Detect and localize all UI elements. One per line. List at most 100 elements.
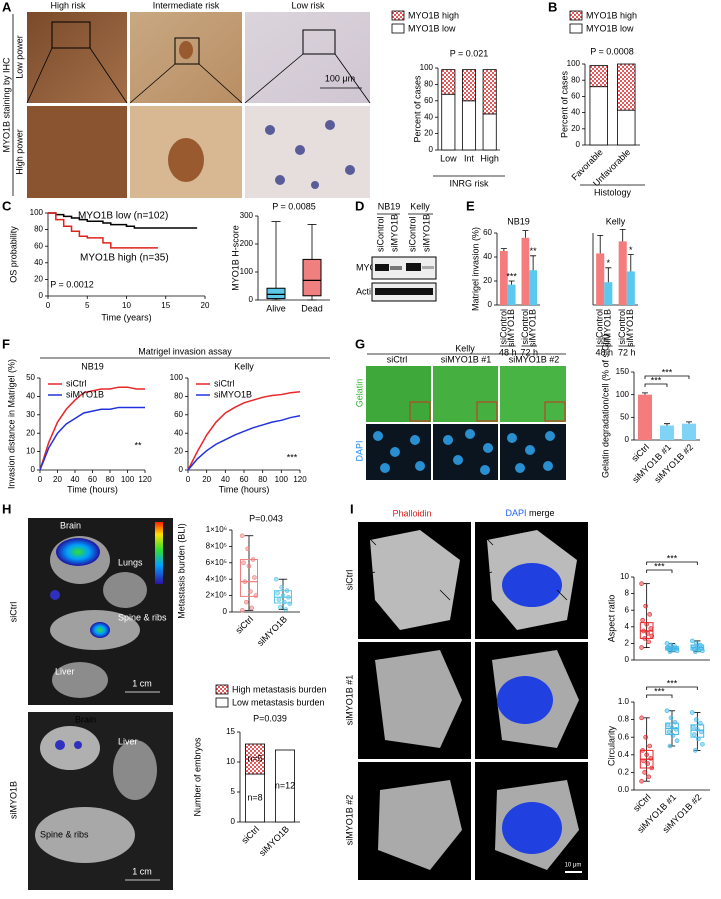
significance: *** [654, 561, 665, 571]
y-axis-label: Aspect ratio [606, 595, 616, 643]
row-label: Gelatin [354, 379, 364, 408]
data-point [253, 593, 259, 598]
data-point [674, 738, 680, 744]
data-point [699, 729, 704, 735]
significance: *** [654, 686, 665, 696]
micrograph [500, 366, 566, 422]
row-label: DAPI [354, 440, 364, 461]
data-point [246, 563, 252, 569]
panel-label: E [466, 198, 475, 213]
x-axis-label: Time (years) [101, 312, 151, 322]
western-blot: NB19 Kelly siControl siMYO1B siControl s… [356, 201, 437, 302]
y-tick-label: 40 [483, 252, 492, 261]
data-point [284, 588, 290, 593]
chart: 0 20 40 60 80 100 Percent of cases Histology P =… [559, 10, 645, 197]
row-label: siMYO1B [8, 781, 18, 819]
data-point [670, 733, 676, 738]
y-tick-label: 10 [620, 572, 629, 581]
bar [529, 270, 537, 305]
significance: *** [651, 375, 662, 385]
y-tick-label: 10 [226, 757, 235, 766]
chart: 0 50 100 150 Gelatin degradation/cell (% of … [600, 334, 700, 485]
y-tick-label: 40 [26, 392, 35, 401]
y-tick-label: 10 [26, 447, 35, 456]
annotation: P = 0.0012 [50, 279, 94, 289]
data-point [642, 636, 647, 641]
y-tick-label: 20 [174, 447, 183, 456]
x-tick-label: 15 [161, 301, 170, 310]
scale-label: 100 μm [325, 73, 355, 83]
data-point [673, 726, 679, 732]
panel-label: A [2, 0, 12, 14]
data-point [249, 605, 255, 611]
y-tick-label: 8×10⁵ [206, 542, 227, 551]
panel-label: H [2, 501, 11, 516]
y-axis-label: Percent of cases [559, 70, 569, 138]
data-point [248, 589, 253, 594]
x-tick-label: 120 [293, 475, 307, 484]
y-tick-label: 100 [170, 373, 184, 382]
x-tick-label: 20 [202, 475, 211, 484]
bar-segment [589, 86, 608, 146]
legend-swatch [391, 23, 405, 34]
value-label: n=5 [247, 753, 262, 763]
data-point [649, 633, 655, 639]
band [406, 263, 421, 271]
error-bar [619, 229, 626, 242]
y-tick-label: 200 [240, 239, 254, 248]
y-tick-label: 100 [567, 59, 581, 68]
data-point [239, 533, 245, 539]
y-tick-label: 300 [240, 211, 254, 220]
micrograph [245, 106, 370, 198]
bracket [646, 694, 673, 698]
data-point [287, 601, 293, 607]
bar [637, 394, 653, 440]
value-label: n=12 [275, 780, 295, 790]
bar [521, 237, 530, 305]
subtitle: NB19 [507, 216, 530, 226]
data-point [273, 576, 279, 582]
data-point [643, 734, 648, 740]
row-label: siMYO1B #2 [344, 795, 354, 846]
y-tick-label: 0.4 [618, 750, 630, 759]
x-tick-label: 80 [258, 475, 267, 484]
data-point [693, 748, 698, 753]
data-point [669, 725, 675, 730]
column-label: siMYO1B #2 [509, 354, 560, 364]
x-tick-label: 60 [240, 475, 249, 484]
y-tick-label: 0 [31, 465, 36, 474]
box [266, 287, 286, 300]
x-tick-label: 80 [106, 475, 115, 484]
data-point [648, 756, 654, 761]
band-label: Actin [356, 286, 376, 296]
bar [626, 271, 635, 305]
data-point [667, 649, 673, 655]
x-tick-label: 10 [122, 301, 131, 310]
column-label: Low risk [291, 0, 325, 10]
error-bar [605, 267, 612, 283]
x-tick-label: siCtrl [631, 792, 653, 814]
micrograph [366, 366, 431, 422]
zoom-box [302, 29, 336, 55]
y-tick-label: 0 [179, 465, 184, 474]
chart: 0 2 4 6 8 10 Aspect ratio ****** [606, 553, 710, 664]
data-point [639, 645, 644, 650]
data-point [276, 597, 282, 603]
zoom-box [174, 37, 200, 65]
data-point [644, 622, 649, 627]
x-tick-label: siCtrl [234, 614, 256, 636]
bracket [644, 383, 668, 387]
bar [681, 423, 697, 440]
subtitle: Kelly [234, 361, 254, 371]
bracket [644, 375, 690, 379]
blot [371, 256, 437, 280]
organ-label: Brain [75, 714, 96, 724]
side-label: MYO1B staining by IHC [1, 57, 11, 153]
stain-name: DAPI [505, 508, 526, 518]
panel-label: D [355, 198, 364, 213]
micrograph [27, 106, 127, 198]
line [187, 391, 301, 471]
bar-segment [482, 69, 497, 115]
bar-label: siControl [498, 309, 508, 345]
